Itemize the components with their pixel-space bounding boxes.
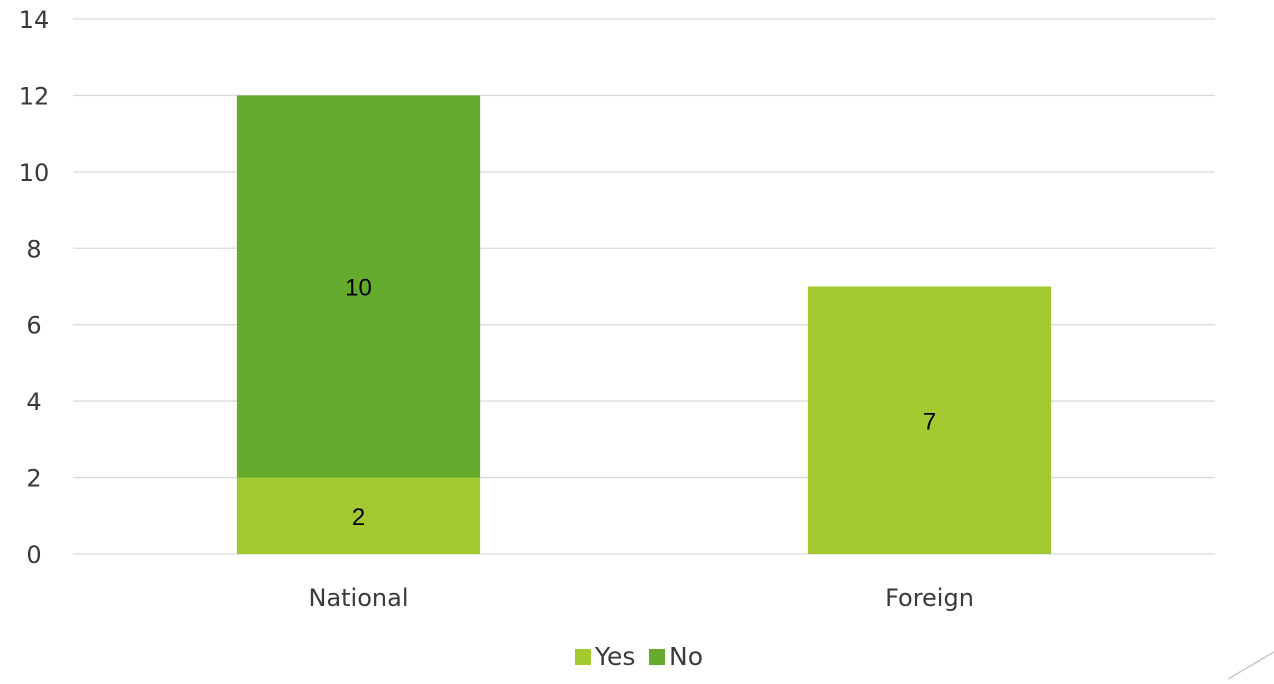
corner-decoration-line bbox=[1227, 651, 1274, 680]
data-label: 7 bbox=[923, 408, 936, 435]
data-label: 2 bbox=[352, 504, 365, 531]
bar-yes-national bbox=[236, 477, 481, 554]
legend: Yes No bbox=[575, 642, 703, 671]
y-tick-label: 0 bbox=[26, 541, 41, 569]
x-axis-categories: National Foreign bbox=[308, 584, 973, 612]
x-category-label: Foreign bbox=[885, 584, 974, 612]
legend-swatch-no bbox=[649, 649, 665, 665]
y-tick-label: 14 bbox=[19, 6, 50, 34]
x-category-label: National bbox=[308, 584, 408, 612]
y-tick-label: 2 bbox=[26, 465, 41, 493]
legend-label: Yes bbox=[594, 642, 635, 671]
bars bbox=[236, 95, 1052, 554]
legend-swatch-yes bbox=[575, 649, 591, 665]
y-tick-label: 6 bbox=[26, 312, 41, 340]
y-tick-label: 8 bbox=[26, 235, 41, 263]
data-label: 10 bbox=[345, 275, 372, 302]
legend-label: No bbox=[669, 642, 703, 671]
bar-no-national bbox=[236, 95, 481, 478]
data-labels: 2 10 7 bbox=[345, 275, 936, 531]
y-tick-label: 4 bbox=[26, 388, 41, 416]
y-tick-label: 12 bbox=[19, 82, 50, 110]
y-tick-label: 10 bbox=[19, 159, 50, 187]
bar-yes-foreign bbox=[807, 286, 1052, 554]
y-axis-ticks: 0 2 4 6 8 10 12 14 bbox=[19, 6, 50, 569]
